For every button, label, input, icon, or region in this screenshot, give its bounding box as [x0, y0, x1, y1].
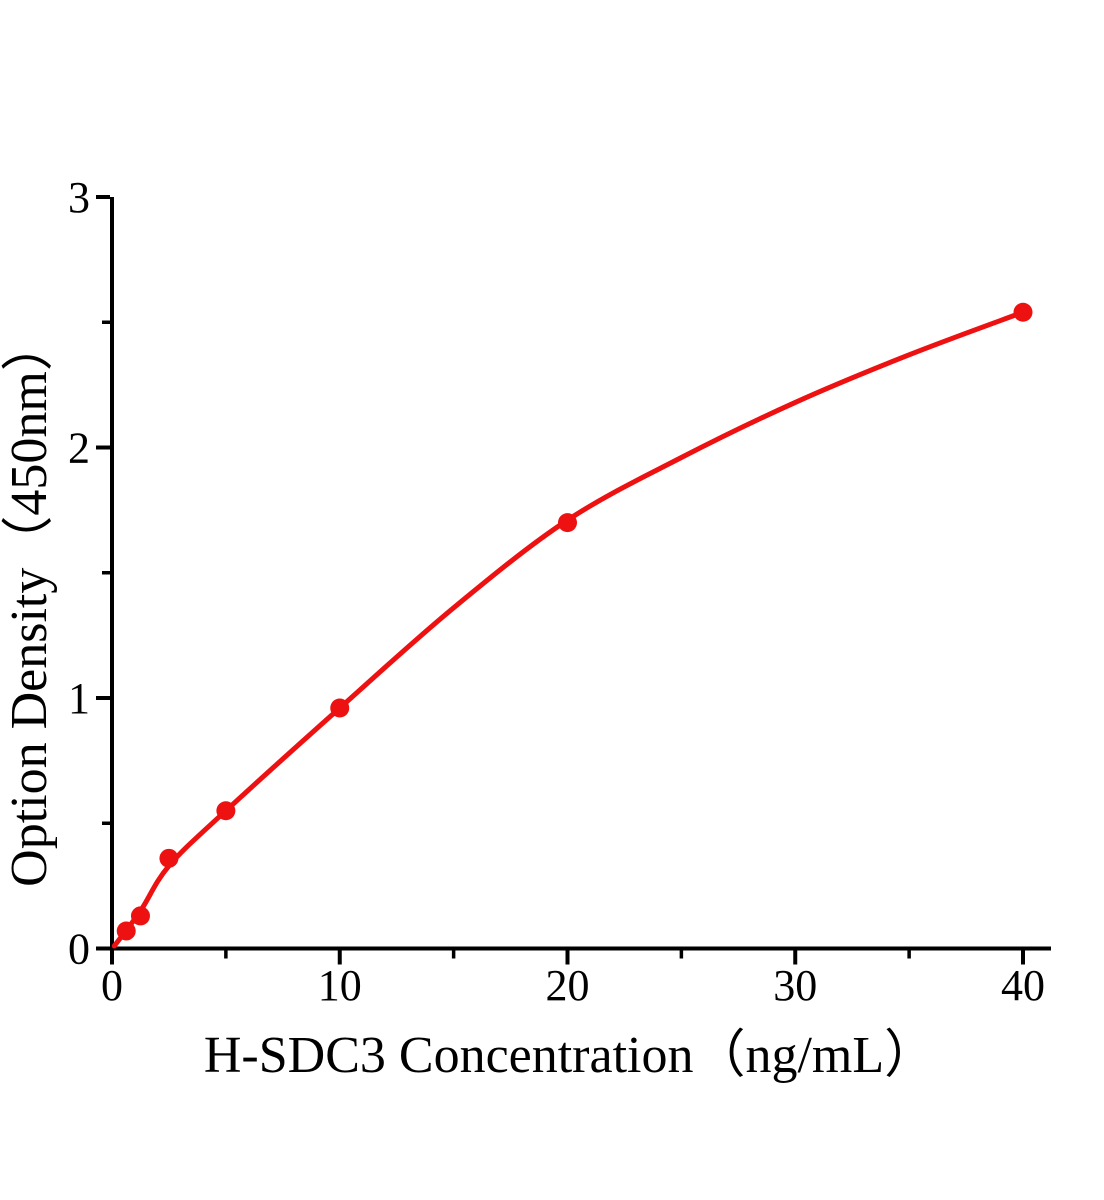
fit-curve-line — [111, 309, 1026, 949]
data-point — [558, 513, 577, 533]
y-axis-title: Option Density（450nm） — [1, 319, 58, 887]
data-point — [116, 921, 136, 941]
data-points — [116, 302, 1033, 941]
data-point — [216, 801, 236, 821]
data-point — [330, 698, 350, 718]
x-tick-label: 30 — [773, 961, 817, 1010]
x-tick-label: 10 — [318, 961, 362, 1010]
y-tick-label: 1 — [68, 674, 90, 723]
data-point — [159, 848, 179, 868]
y-tick-label: 2 — [68, 424, 90, 473]
axis-tick-labels: 0 10 20 30 40 0 1 2 3 — [68, 173, 1045, 1010]
y-tick-label: 3 — [68, 173, 90, 222]
axes — [110, 197, 1051, 951]
x-tick-label: 40 — [1001, 961, 1045, 1010]
x-tick-label: 20 — [546, 961, 590, 1010]
x-axis-title: H-SDC3 Concentration（ng/mL） — [204, 1027, 936, 1084]
data-point — [1013, 302, 1033, 322]
x-tick-label: 0 — [101, 961, 123, 1010]
y-tick-label: 0 — [68, 925, 90, 974]
data-point — [130, 906, 150, 926]
axis-ticks — [96, 195, 1025, 965]
